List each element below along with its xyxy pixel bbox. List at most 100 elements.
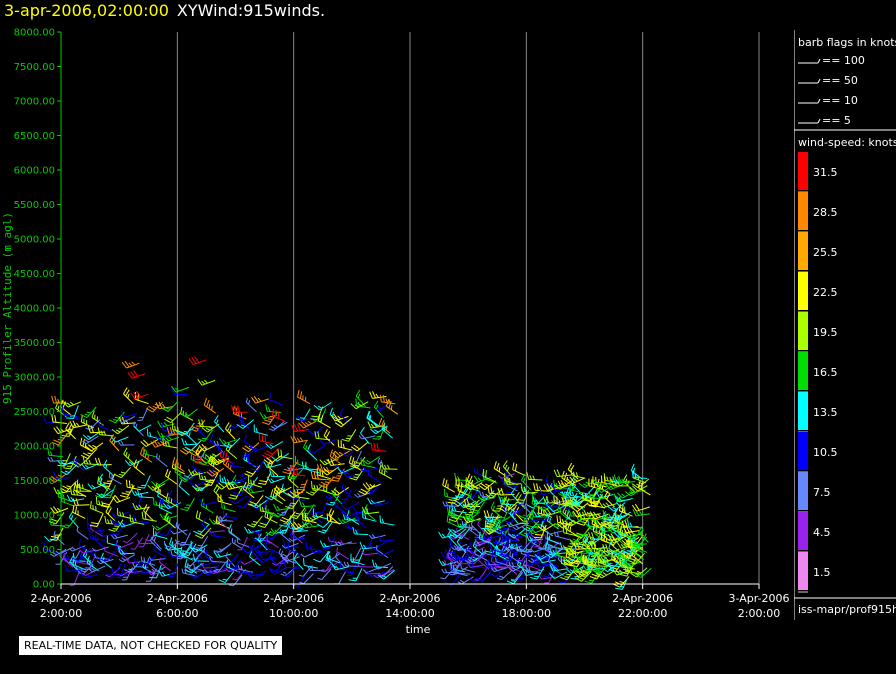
barb-flag: [282, 557, 287, 562]
barb-flag: [505, 498, 510, 506]
barb-flag: [180, 546, 183, 554]
barb-flag: [332, 476, 340, 480]
barb-flag: [178, 479, 183, 487]
barb-flag: [511, 553, 514, 558]
barb-staff: [509, 513, 520, 525]
wind-barb: [293, 552, 304, 570]
barb-staff: [219, 519, 234, 522]
barb-flag: [66, 485, 72, 488]
barb-staff: [503, 554, 518, 558]
barb-flag: [543, 484, 549, 492]
barb-flag: [270, 489, 274, 497]
wind-barb: [224, 422, 236, 440]
barb-flag: [591, 493, 595, 499]
wind-barb: [351, 441, 369, 452]
barb-flag: [205, 480, 213, 484]
barb-flag: [565, 558, 571, 565]
wind-barb: [604, 557, 620, 568]
barb-staff: [285, 566, 300, 569]
barb-flag: [74, 506, 78, 514]
barb-staff: [366, 417, 379, 427]
barb-flag: [441, 568, 445, 574]
barb-staff: [640, 567, 652, 578]
barb-flag: [390, 405, 393, 410]
barb-staff: [471, 486, 481, 500]
barb-flag: [86, 516, 89, 524]
barb-flag: [208, 404, 211, 409]
barb-flag: [616, 520, 622, 524]
barb-flag: [276, 486, 282, 493]
wind-barb: [72, 498, 90, 506]
barb-staff: [321, 500, 329, 514]
barb-staff: [250, 465, 261, 477]
barb-flag: [44, 536, 51, 542]
barb-flag: [184, 558, 188, 567]
wind-barb: [213, 551, 232, 558]
barb-staff: [522, 550, 533, 562]
barb-flag: [627, 550, 633, 553]
barb-flag: [533, 483, 536, 491]
barb-flag: [486, 534, 491, 539]
barb-flag: [621, 520, 625, 528]
barb-flag: [506, 560, 510, 565]
barb-staff: [120, 466, 132, 479]
barb-flag: [343, 485, 347, 491]
barb-flag: [254, 503, 259, 507]
barb-flag: [114, 416, 120, 419]
barb-staff: [493, 561, 508, 564]
barb-flag: [605, 483, 611, 491]
barb-staff: [346, 473, 361, 478]
barb-flag: [49, 517, 52, 526]
barb-flag: [459, 494, 464, 496]
wind-barb: [270, 489, 283, 505]
barb-flag: [459, 545, 462, 550]
barb-flag: [546, 531, 549, 539]
barb-flag: [181, 568, 184, 574]
wind-barb: [499, 496, 516, 506]
barb-flag: [619, 503, 621, 511]
barb-flag: [616, 570, 621, 575]
barb-flag: [307, 420, 312, 425]
barb-flag: [189, 451, 196, 457]
barb-flag: [352, 557, 355, 562]
wind-barb: [133, 459, 145, 476]
barb-staff: [577, 502, 589, 512]
y-tick-label: 3000.00: [14, 373, 55, 384]
barb-flag: [208, 565, 214, 573]
barb-staff: [363, 467, 378, 472]
barb-flag: [495, 557, 497, 562]
barb-flag: [247, 528, 252, 533]
barb-flag: [375, 550, 382, 557]
wind-barb: [442, 478, 456, 493]
barb-staff: [636, 506, 650, 512]
barb-staff: [379, 471, 392, 480]
x-tick-label: 18:00:00: [502, 607, 551, 620]
barb-flag: [215, 568, 221, 571]
barb-staff: [297, 396, 311, 405]
barb-flag: [631, 483, 639, 489]
wind-barb: [265, 440, 284, 449]
wind-barb: [236, 496, 253, 509]
wind-barb: [638, 525, 649, 543]
barb-flag: [313, 484, 316, 490]
barb-staff: [614, 535, 627, 544]
barb-flag: [269, 444, 274, 448]
barb-flag: [257, 548, 261, 553]
barb-flag: [559, 521, 566, 527]
barb-flag: [377, 457, 381, 463]
barb-flag: [524, 514, 529, 522]
barb-staff: [362, 546, 377, 550]
barb-flag: [270, 478, 275, 483]
barb-flag: [548, 556, 551, 562]
barb-flag: [469, 495, 474, 497]
barb-flag: [255, 507, 263, 511]
barb-flag: [130, 488, 136, 496]
barb-staff: [72, 511, 86, 519]
wind-barb: [451, 503, 467, 514]
barb-staff: [94, 538, 106, 549]
barb-flag: [115, 429, 121, 433]
barb-flag: [250, 479, 252, 485]
barb-flag: [579, 511, 583, 519]
wind-barb: [358, 434, 376, 440]
barb-staff: [618, 511, 631, 520]
